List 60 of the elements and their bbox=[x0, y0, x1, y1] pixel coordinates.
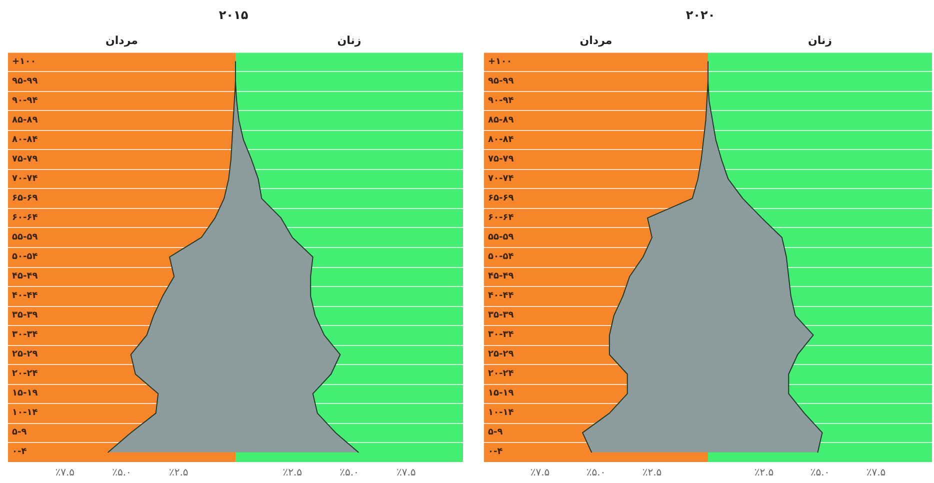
y-tick-label: ۷۵-۷۹ bbox=[12, 154, 38, 164]
chart-title: ۲۰۲۰ bbox=[686, 8, 716, 22]
y-tick-label: ۰-۴ bbox=[12, 447, 28, 458]
y-tick-label: ۱۵-۱۹ bbox=[488, 388, 514, 399]
y-tick-label: ۳۰-۳۴ bbox=[12, 330, 38, 340]
x-tick-label: ٪۷.۵ bbox=[530, 468, 550, 478]
y-tick-label: ۹۰-۹۴ bbox=[488, 96, 514, 106]
y-tick-label: ۶۰-۶۴ bbox=[488, 212, 514, 223]
y-tick-label: ۵۵-۵۹ bbox=[488, 232, 514, 242]
x-tick-label: ٪۲.۵ bbox=[282, 468, 302, 478]
x-tick-label: ٪۵.۰ bbox=[340, 468, 359, 478]
y-tick-label: ۲۵-۲۹ bbox=[12, 350, 38, 360]
band-label: زنان bbox=[337, 34, 362, 47]
y-tick-label: ۳۵-۳۹ bbox=[12, 310, 38, 321]
y-tick-label: ۶۵-۶۹ bbox=[488, 193, 514, 204]
y-tick-label: ۹۵-۹۹ bbox=[12, 76, 38, 86]
y-tick-label: ۲۰-۲۴ bbox=[12, 369, 38, 380]
y-tick-label: +۱۰۰ bbox=[12, 56, 36, 67]
y-tick-label: ۷۰-۷۴ bbox=[488, 174, 514, 184]
y-tick-label: ۸۰-۸۴ bbox=[488, 134, 514, 145]
y-tick-label: ۱۰-۱۴ bbox=[12, 408, 38, 418]
y-tick-label: ۶۵-۶۹ bbox=[12, 193, 38, 204]
y-tick-label: ۱۵-۱۹ bbox=[12, 388, 38, 399]
x-tick-label: ٪۲.۵ bbox=[754, 468, 774, 478]
y-tick-label: ۴۵-۴۹ bbox=[12, 272, 38, 282]
y-tick-label: ۵۰-۵۴ bbox=[12, 252, 38, 262]
y-tick-label: ۴۰-۴۴ bbox=[488, 291, 514, 302]
y-tick-label: ۸۵-۸۹ bbox=[488, 115, 514, 126]
x-tick-label: ٪۷.۵ bbox=[55, 468, 75, 478]
y-tick-label: ۵-۹ bbox=[12, 428, 28, 438]
x-tick-label: ٪۵.۰ bbox=[810, 468, 830, 478]
x-tick-label: ٪۲.۵ bbox=[642, 468, 662, 478]
y-tick-label: ۵-۹ bbox=[488, 428, 504, 438]
y-tick-label: ۲۵-۲۹ bbox=[488, 350, 514, 360]
band-label: مردان bbox=[580, 34, 612, 47]
x-tick-label: ٪۲.۵ bbox=[168, 468, 188, 478]
y-tick-label: ۵۵-۵۹ bbox=[12, 232, 38, 242]
y-tick-label: +۱۰۰ bbox=[488, 56, 512, 67]
y-tick-label: ۷۵-۷۹ bbox=[488, 154, 514, 164]
x-tick-label: ٪۵.۰ bbox=[112, 468, 132, 478]
y-tick-label: ۹۰-۹۴ bbox=[12, 96, 38, 106]
y-tick-label: ۶۰-۶۴ bbox=[12, 212, 38, 223]
y-tick-label: ۵۰-۵۴ bbox=[488, 252, 514, 262]
x-tick-label: ٪۷.۵ bbox=[866, 468, 886, 478]
y-tick-label: ۴۰-۴۴ bbox=[12, 291, 38, 302]
y-tick-label: ۸۰-۸۴ bbox=[12, 134, 38, 145]
band-label: مردان bbox=[106, 34, 138, 47]
x-tick-label: ٪۷.۵ bbox=[396, 468, 416, 478]
band-label: زنان bbox=[808, 34, 832, 47]
x-tick-label: ٪۵.۰ bbox=[586, 468, 606, 478]
y-tick-label: ۳۰-۳۴ bbox=[488, 330, 514, 340]
y-tick-label: ۸۵-۸۹ bbox=[12, 115, 38, 126]
y-tick-label: ۲۰-۲۴ bbox=[488, 369, 514, 380]
chart-title: ۲۰۱۵ bbox=[218, 8, 248, 22]
y-tick-label: ۹۵-۹۹ bbox=[488, 76, 514, 86]
y-tick-label: ۰-۴ bbox=[488, 447, 504, 458]
y-tick-label: ۷۰-۷۴ bbox=[12, 174, 38, 184]
y-tick-label: ۴۵-۴۹ bbox=[488, 272, 514, 282]
y-tick-label: ۱۰-۱۴ bbox=[488, 408, 514, 418]
y-tick-label: ۳۵-۳۹ bbox=[488, 310, 514, 321]
